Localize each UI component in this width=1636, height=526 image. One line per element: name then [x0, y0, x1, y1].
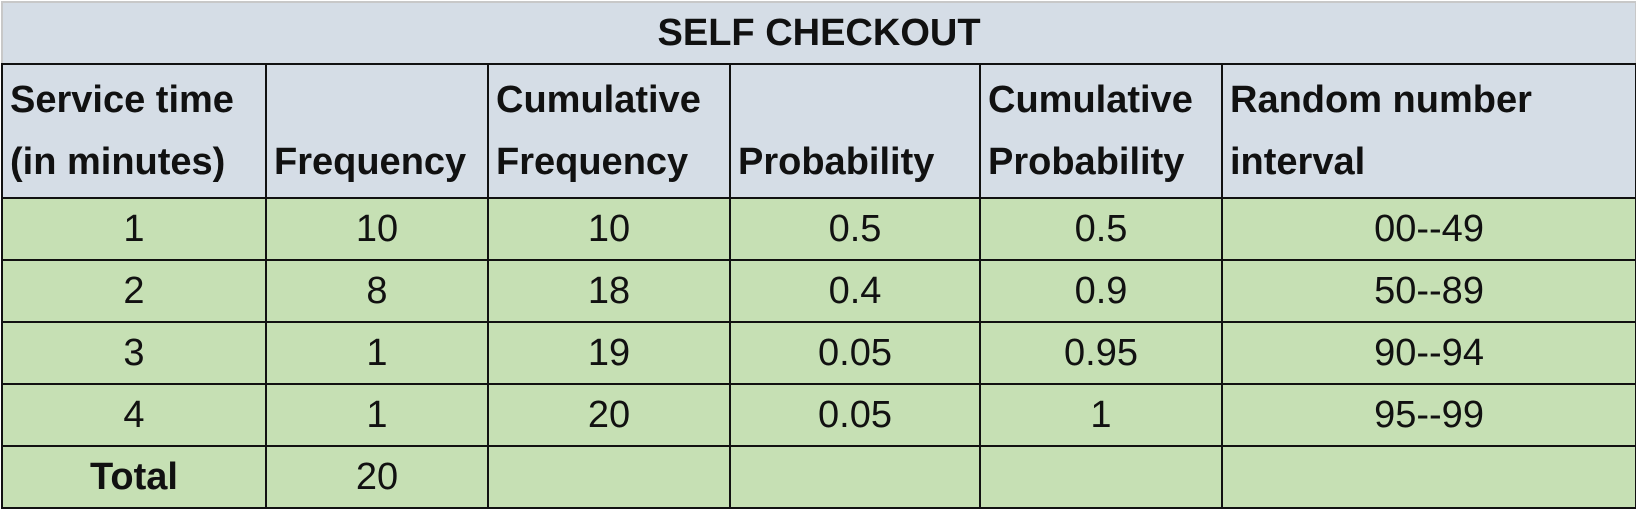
header-line: Frequency — [274, 141, 467, 183]
cell-cumulative-probability[interactable]: 1 — [979, 383, 1223, 447]
cell-cumulative-probability[interactable]: 0.5 — [979, 197, 1223, 261]
cell-cumulative-frequency[interactable]: 18 — [487, 259, 731, 323]
header-line: Cumulative — [988, 79, 1193, 121]
cell-cumulative-probability[interactable]: 0.95 — [979, 321, 1223, 385]
empty-cell[interactable] — [1220, 445, 1636, 509]
cell-probability[interactable]: 0.05 — [729, 321, 981, 385]
self-checkout-table: SELF CHECKOUT Service time (in minutes) … — [0, 1, 1636, 509]
cell-frequency[interactable]: 1 — [265, 321, 489, 385]
table-row: 1 10 10 0.5 0.5 00--49 — [1, 197, 1636, 261]
empty-cell[interactable] — [729, 445, 981, 509]
header-line: interval — [1230, 141, 1366, 183]
cell-random-number-interval[interactable]: 00--49 — [1220, 197, 1636, 261]
empty-cell[interactable] — [487, 445, 731, 509]
cell-cumulative-frequency[interactable]: 20 — [487, 383, 731, 447]
header-line: (in minutes) — [10, 141, 226, 183]
header-cumulative-probability[interactable]: Cumulative Probability — [979, 63, 1223, 199]
cell-cumulative-frequency[interactable]: 19 — [487, 321, 731, 385]
cell-frequency[interactable]: 8 — [265, 259, 489, 323]
header-line: Probability — [738, 141, 935, 183]
table-row: 4 1 20 0.05 1 95--99 — [1, 383, 1636, 447]
cell-frequency[interactable]: 1 — [265, 383, 489, 447]
total-row: Total 20 — [1, 445, 1636, 509]
header-line: Random number — [1230, 79, 1532, 121]
cell-service-time[interactable]: 3 — [1, 321, 267, 385]
cell-service-time[interactable]: 4 — [1, 383, 267, 447]
header-row: Service time (in minutes) Frequency Cumu… — [1, 63, 1636, 199]
cell-probability[interactable]: 0.5 — [729, 197, 981, 261]
header-line: Frequency — [496, 141, 689, 183]
empty-cell[interactable] — [979, 445, 1223, 509]
header-line: Cumulative — [496, 79, 701, 121]
cell-frequency[interactable]: 10 — [265, 197, 489, 261]
header-probability[interactable]: Probability — [729, 63, 981, 199]
total-label[interactable]: Total — [1, 445, 267, 509]
header-line: Probability — [988, 141, 1185, 183]
cell-probability[interactable]: 0.05 — [729, 383, 981, 447]
title-row: SELF CHECKOUT — [0, 1, 1636, 65]
cell-service-time[interactable]: 2 — [1, 259, 267, 323]
cell-cumulative-probability[interactable]: 0.9 — [979, 259, 1223, 323]
cell-random-number-interval[interactable]: 95--99 — [1220, 383, 1636, 447]
table-row: 2 8 18 0.4 0.9 50--89 — [1, 259, 1636, 323]
table-title[interactable]: SELF CHECKOUT — [0, 1, 1636, 65]
cell-random-number-interval[interactable]: 90--94 — [1220, 321, 1636, 385]
total-frequency[interactable]: 20 — [265, 445, 489, 509]
header-random-number-interval[interactable]: Random number interval — [1220, 63, 1636, 199]
header-frequency[interactable]: Frequency — [265, 63, 489, 199]
header-cumulative-frequency[interactable]: Cumulative Frequency — [487, 63, 731, 199]
cell-service-time[interactable]: 1 — [1, 197, 267, 261]
header-service-time[interactable]: Service time (in minutes) — [1, 63, 267, 199]
cell-cumulative-frequency[interactable]: 10 — [487, 197, 731, 261]
cell-random-number-interval[interactable]: 50--89 — [1220, 259, 1636, 323]
table-row: 3 1 19 0.05 0.95 90--94 — [1, 321, 1636, 385]
cell-probability[interactable]: 0.4 — [729, 259, 981, 323]
header-line: Service time — [10, 79, 234, 121]
